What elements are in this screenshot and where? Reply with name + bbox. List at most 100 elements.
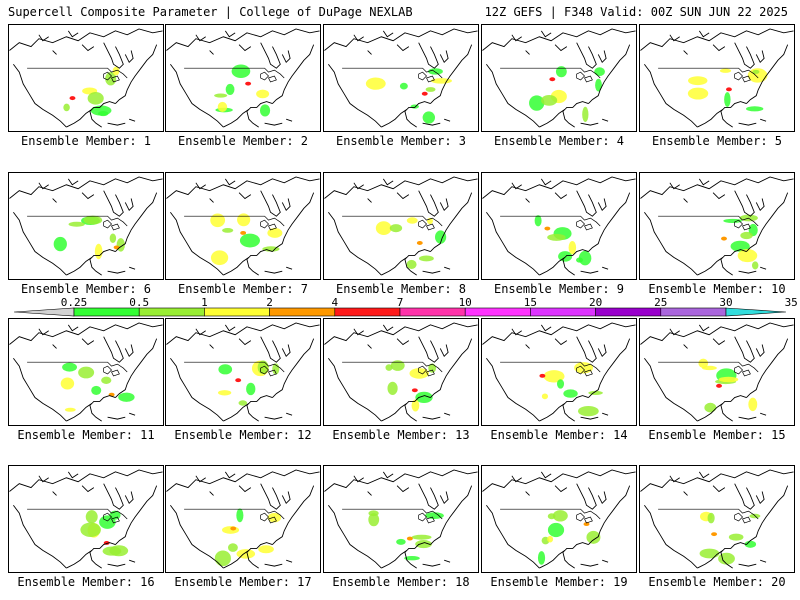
run-valid-time: 12Z GEFS | F348 Valid: 00Z SUN JUN 22 20… bbox=[484, 5, 788, 19]
great-lakes bbox=[260, 219, 277, 231]
north-america-map bbox=[640, 469, 794, 569]
coastline bbox=[260, 336, 281, 363]
coastline bbox=[66, 257, 93, 276]
coastline bbox=[644, 357, 698, 422]
parameter-shading bbox=[228, 543, 238, 552]
ensemble-map-panel bbox=[165, 24, 321, 132]
colorbar-tick-label: 7 bbox=[397, 296, 404, 309]
coastline bbox=[404, 542, 431, 569]
parameter-shading bbox=[701, 365, 717, 371]
parameter-shading bbox=[728, 533, 744, 541]
parameter-maximum bbox=[711, 532, 718, 537]
great-lakes bbox=[418, 219, 435, 231]
colorbar-lower-extension bbox=[13, 307, 75, 317]
ensemble-member-label: Ensemble Member: 7 bbox=[177, 282, 309, 296]
coastline bbox=[439, 344, 449, 358]
north-america-map bbox=[9, 322, 163, 422]
us-canada-border bbox=[342, 67, 443, 79]
colorbar-tick-label: 20 bbox=[589, 296, 602, 309]
colorbar-tick-label: 0.5 bbox=[129, 296, 149, 309]
parameter-maximum bbox=[726, 87, 732, 92]
coastline bbox=[324, 322, 478, 345]
coastline bbox=[124, 344, 134, 358]
us-canada-border bbox=[658, 215, 759, 227]
parameter-maximum bbox=[69, 96, 76, 101]
coastline bbox=[264, 266, 293, 274]
ensemble-map-panel bbox=[639, 24, 795, 132]
parameter-shading bbox=[577, 406, 599, 417]
great-lakes bbox=[260, 365, 277, 377]
north-america-map bbox=[324, 469, 478, 569]
coastline bbox=[418, 42, 439, 69]
colorbar-segment bbox=[399, 307, 466, 317]
north-america-map bbox=[482, 28, 636, 128]
parameter-shading bbox=[238, 400, 248, 406]
coastline bbox=[103, 42, 124, 69]
coastline bbox=[486, 357, 540, 422]
parameter-shading bbox=[688, 76, 708, 86]
parameter-shading bbox=[415, 540, 432, 549]
parameter-shading bbox=[411, 534, 432, 540]
parameter-shading bbox=[85, 510, 98, 524]
parameter-shading bbox=[210, 250, 229, 266]
great-lakes bbox=[576, 512, 593, 524]
great-lakes bbox=[576, 71, 593, 83]
coastline bbox=[324, 469, 478, 492]
great-lakes bbox=[734, 71, 751, 83]
coastline bbox=[272, 338, 315, 398]
parameter-shading bbox=[406, 259, 417, 269]
parameter-maximum bbox=[583, 522, 590, 527]
coastline bbox=[13, 504, 67, 569]
parameter-shading bbox=[718, 552, 735, 565]
parameter-shading bbox=[94, 243, 103, 260]
ensemble-member-label: Ensemble Member: 8 bbox=[335, 282, 467, 296]
coastline bbox=[103, 483, 124, 510]
parameter-shading bbox=[109, 233, 117, 243]
coastline bbox=[439, 491, 449, 505]
parameter-shading bbox=[556, 379, 565, 389]
great-lakes bbox=[734, 512, 751, 524]
coastline bbox=[734, 190, 755, 217]
us-canada-border bbox=[27, 508, 128, 520]
coastline bbox=[38, 30, 95, 55]
coastline bbox=[324, 28, 478, 51]
parameter-shading bbox=[541, 393, 549, 400]
ensemble-map-panel bbox=[323, 172, 479, 280]
ensemble-member-label: Ensemble Member: 5 bbox=[651, 134, 783, 148]
coastline bbox=[103, 190, 124, 217]
parameter-shading bbox=[547, 522, 565, 538]
parameter-shading bbox=[434, 230, 447, 244]
great-lakes bbox=[576, 365, 593, 377]
parameter-maximum bbox=[539, 373, 546, 378]
coastline bbox=[166, 176, 320, 199]
north-america-map bbox=[482, 322, 636, 422]
parameter-shading bbox=[256, 89, 270, 99]
ensemble-member-label: Ensemble Member: 4 bbox=[493, 134, 625, 148]
parameter-shading bbox=[404, 555, 420, 561]
coastline bbox=[66, 403, 93, 422]
coastline bbox=[486, 63, 540, 128]
coastline bbox=[166, 469, 320, 492]
us-canada-border bbox=[27, 215, 128, 227]
coastline bbox=[588, 192, 631, 252]
coastline bbox=[381, 257, 408, 276]
coastline bbox=[166, 28, 320, 51]
parameter-shading bbox=[91, 385, 102, 395]
parameter-shading bbox=[385, 364, 393, 371]
coastline bbox=[539, 257, 566, 276]
coastline bbox=[422, 559, 451, 567]
great-lakes bbox=[260, 71, 277, 83]
great-lakes bbox=[734, 219, 751, 231]
colorbar-segment bbox=[269, 307, 336, 317]
coastline bbox=[576, 336, 597, 363]
great-lakes bbox=[734, 365, 751, 377]
coastline bbox=[107, 412, 136, 420]
coastline bbox=[281, 50, 291, 64]
parameter-shading bbox=[704, 402, 717, 413]
coastline bbox=[422, 412, 451, 420]
parameter-shading bbox=[547, 535, 554, 543]
parameter-shading bbox=[699, 548, 720, 559]
coastline bbox=[734, 42, 755, 69]
parameter-shading bbox=[751, 261, 759, 270]
colorbar-tick-label: 1 bbox=[201, 296, 208, 309]
